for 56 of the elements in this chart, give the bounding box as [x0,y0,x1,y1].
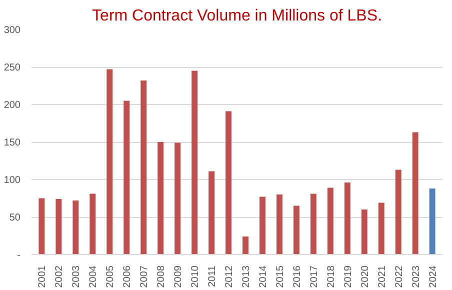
x-tick-label: 2014 [258,265,269,288]
x-tick-label: 2004 [88,265,100,288]
x-tick-label: 2011 [207,265,218,288]
x-tick-label: 2016 [292,265,303,288]
y-tick-label: - [17,250,21,261]
bar [226,111,232,254]
x-tick-label: 2019 [342,265,354,288]
bar [72,200,79,254]
bar [56,199,62,254]
bar [378,202,384,254]
bar [429,188,436,254]
bar [276,194,282,254]
y-tick-label: 250 [4,62,21,74]
x-tick-label: 2008 [156,265,168,288]
bar [242,236,248,254]
bar [395,170,402,254]
x-tick-label: 2017 [308,265,320,288]
bar [90,194,96,254]
x-tick-label: 2005 [105,265,116,288]
bar [192,70,198,254]
y-tick-label: 100 [4,175,21,186]
x-tick-label: 2002 [54,265,66,288]
y-tick-label: 150 [4,138,21,148]
bar [344,182,350,254]
bar [106,69,113,254]
x-tick-label: 2024 [428,265,439,288]
bar [310,194,316,254]
y-tick-label: 300 [4,25,21,36]
x-tick-label: 2003 [71,265,82,288]
bar [260,196,266,254]
y-tick-label: 200 [4,100,21,111]
y-tick-label: 50 [9,212,21,224]
x-tick-label: 2007 [139,265,150,288]
x-tick-label: 2013 [240,265,252,288]
x-tick-label: 2022 [394,265,405,288]
bar [293,206,300,254]
x-tick-label: 2001 [37,265,48,288]
x-tick-label: 2020 [360,265,371,288]
x-tick-label: 2015 [274,265,286,288]
x-tick-label: 2010 [190,265,202,288]
x-tick-label: 2006 [122,265,134,288]
bar [361,210,368,254]
bar [412,132,418,254]
bar [158,142,164,254]
x-tick-label: 2009 [173,265,184,288]
bar [124,100,130,254]
x-tick-label: 2023 [410,265,422,288]
x-tick-label: 2018 [326,265,337,288]
x-tick-label: 2012 [224,265,236,288]
bar [174,142,181,254]
x-tick-label: 2021 [376,265,388,288]
bar [140,80,147,254]
bar [327,188,334,254]
bar [208,171,214,254]
bar [38,198,45,254]
chart-title: Term Contract Volume in Millions of LBS. [92,8,382,24]
